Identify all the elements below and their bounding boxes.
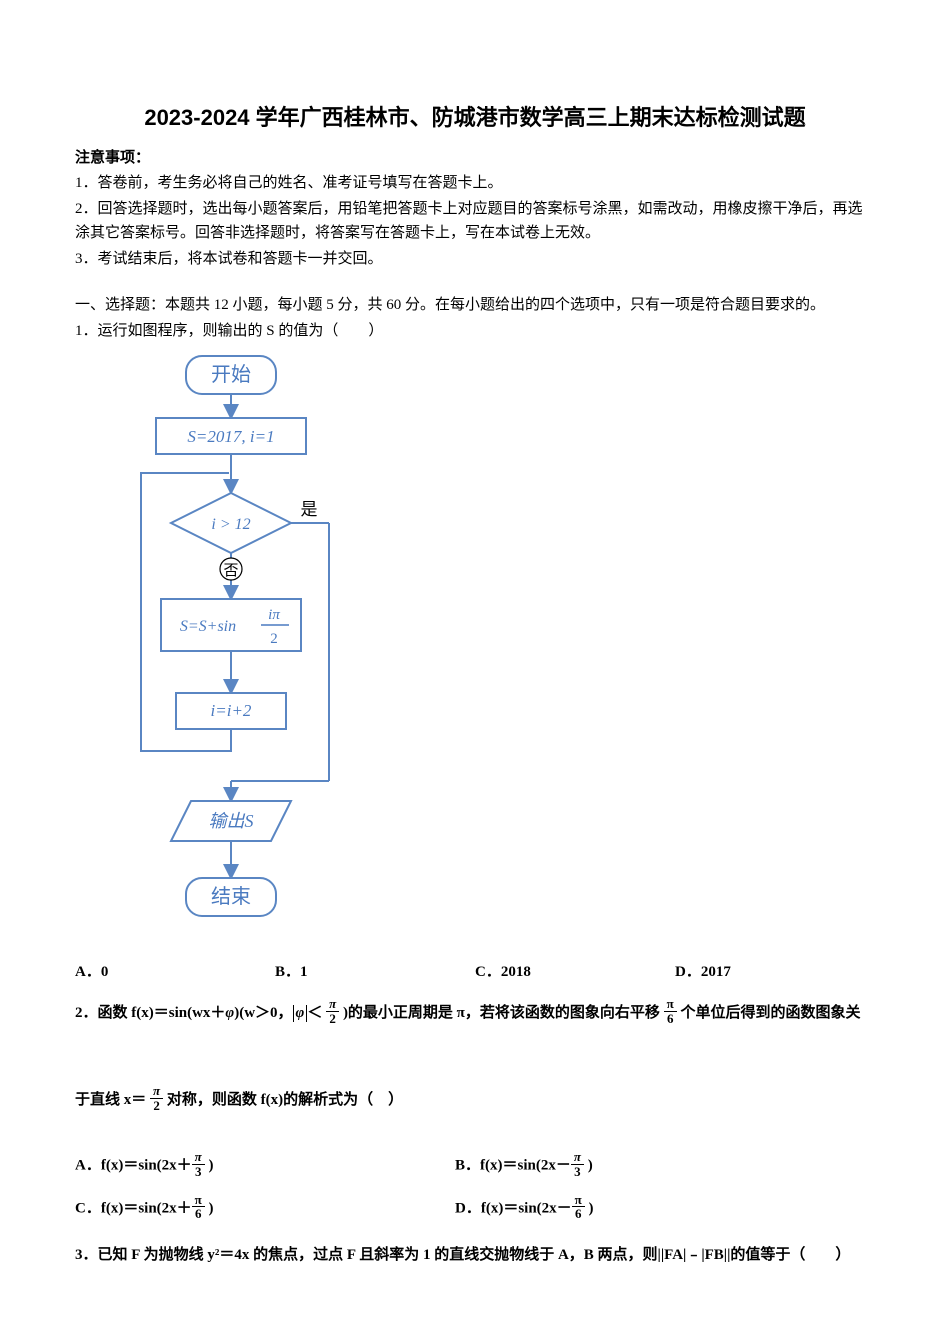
flow-output: 输出S [209, 811, 254, 831]
q2-opt-b-num: π [571, 1150, 584, 1165]
q2-opt-b-post: ) [584, 1158, 593, 1174]
q2-opt-a-post: ) [205, 1158, 214, 1174]
spacer [75, 1118, 875, 1148]
flow-end: 结束 [211, 885, 251, 908]
q2-line1: 2．函数 f(x)＝sin(wx＋φ)(w＞0，φ＜ π2 )的最小正周期是 π… [75, 999, 875, 1028]
q2-opt-a-num: π [192, 1150, 205, 1165]
q2-options-row2: C．f(x)＝sin(2x＋π6 ) D．f(x)＝sin(2x－π6 ) [75, 1195, 875, 1223]
q2-opt-c-post: ) [205, 1200, 214, 1216]
notice-heading: 注意事项： [75, 146, 875, 167]
q2-opt-c-den: 6 [192, 1207, 205, 1221]
q2-opt-c-num: π [192, 1193, 205, 1208]
q2-opt-a-pre: A．f(x)＝sin(2x＋ [75, 1158, 192, 1174]
q2-frac2-den: 6 [664, 1012, 677, 1026]
q1-opt-c: C．2018 [475, 960, 675, 981]
q2-opt-d: D．f(x)＝sin(2x－π6 ) [455, 1195, 835, 1223]
q2-abs: φ [293, 1005, 308, 1022]
q1-flowchart: 开始 S=2017, i=1 i > 12 是 否 S=S+sin iπ 2 i… [131, 351, 875, 946]
q2-abs-phi: φ [296, 1005, 305, 1021]
q2-line2: 于直线 x＝ π2 对称，则函数 f(x)的解析式为（ ） [75, 1086, 875, 1115]
q2-frac3: π2 [150, 1084, 163, 1112]
q1-options: A．0 B．1 C．2018 D．2017 [75, 960, 875, 981]
q2-opt-d-post: ) [585, 1200, 594, 1216]
q2-opt-a: A．f(x)＝sin(2x＋π3 ) [75, 1152, 455, 1180]
q3-text: 3．已知 F 为抛物线 y²＝4x 的焦点，过点 F 且斜率为 1 的直线交抛物… [75, 1241, 875, 1270]
flow-step2: i=i+2 [211, 701, 252, 720]
q2-line2a: 于直线 x＝ [75, 1092, 150, 1108]
page-title: 2023-2024 学年广西桂林市、防城港市数学高三上期末达标检测试题 [75, 100, 875, 132]
q2-frac2-num: π [664, 997, 677, 1012]
q2-mid1: )(w＞0， [234, 1005, 292, 1021]
q1-opt-b: B．1 [275, 960, 475, 981]
q2-frac1: π2 [326, 997, 339, 1025]
q2-line2b: 对称，则函数 f(x)的解析式为（ ） [163, 1092, 403, 1108]
q2-opt-b-den: 3 [571, 1165, 584, 1179]
q2-opt-b: B．f(x)＝sin(2x－π3 ) [455, 1152, 835, 1180]
q2-frac3-num: π [150, 1084, 163, 1099]
notice-item-1: 1．答卷前，考生务必将自己的姓名、准考证号填写在答题卡上。 [75, 171, 875, 195]
flow-step1-lhs: S=S+sin [180, 618, 236, 635]
notice-item-2: 2．回答选择题时，选出每小题答案后，用铅笔把答题卡上对应题目的答案标号涂黑，如需… [75, 197, 875, 245]
flow-start: 开始 [211, 363, 251, 386]
q2-phi: φ [225, 1005, 234, 1021]
flow-step1-den: 2 [270, 631, 278, 647]
flowchart-svg: 开始 S=2017, i=1 i > 12 是 否 S=S+sin iπ 2 i… [131, 351, 381, 941]
section-i-heading: 一、选择题：本题共 12 小题，每小题 5 分，共 60 分。在每小题给出的四个… [75, 293, 875, 317]
flow-cond: i > 12 [211, 516, 250, 533]
q2-mid2: )的最小正周期是 π，若将该函数的图象向右平移 [339, 1005, 663, 1021]
q2-opt-d-num: π [572, 1193, 585, 1208]
q2-opt-c-frac: π6 [192, 1193, 205, 1221]
q2-opt-d-den: 6 [572, 1207, 585, 1221]
q2-opt-d-pre: D．f(x)＝sin(2x－ [455, 1200, 572, 1216]
q2-opt-a-den: 3 [192, 1165, 205, 1179]
q2-lt: ＜ [307, 1005, 322, 1021]
spacer [75, 273, 875, 293]
q2-prefix: 2．函数 f(x)＝sin(wx＋ [75, 1005, 225, 1021]
flow-no: 否 [223, 563, 238, 579]
q2-opt-d-frac: π6 [572, 1193, 585, 1221]
q2-opt-c: C．f(x)＝sin(2x＋π6 ) [75, 1195, 455, 1223]
flow-yes: 是 [301, 500, 318, 519]
q2-opt-b-frac: π3 [571, 1150, 584, 1178]
spacer [75, 1032, 875, 1082]
q2-mid3: 个单位后得到的函数图象关 [677, 1005, 861, 1021]
q2-opt-b-pre: B．f(x)＝sin(2x－ [455, 1158, 571, 1174]
q2-frac3-den: 2 [150, 1099, 163, 1113]
q2-frac2: π6 [664, 997, 677, 1025]
q2-options-row1: A．f(x)＝sin(2x＋π3 ) B．f(x)＝sin(2x－π3 ) [75, 1152, 875, 1180]
q1-opt-a: A．0 [75, 960, 275, 981]
flow-step1-num: iπ [268, 607, 280, 623]
q2-frac1-den: 2 [326, 1012, 339, 1026]
q2-opt-a-frac: π3 [192, 1150, 205, 1178]
q2-opt-c-pre: C．f(x)＝sin(2x＋ [75, 1200, 192, 1216]
flow-init: S=2017, i=1 [187, 427, 274, 446]
q1-opt-d: D．2017 [675, 960, 875, 981]
q2-frac1-num: π [326, 997, 339, 1012]
notice-item-3: 3．考试结束后，将本试卷和答题卡一并交回。 [75, 247, 875, 271]
page: 2023-2024 学年广西桂林市、防城港市数学高三上期末达标检测试题 注意事项… [0, 0, 950, 1313]
q1-text: 1．运行如图程序，则输出的 S 的值为（ ） [75, 319, 875, 343]
